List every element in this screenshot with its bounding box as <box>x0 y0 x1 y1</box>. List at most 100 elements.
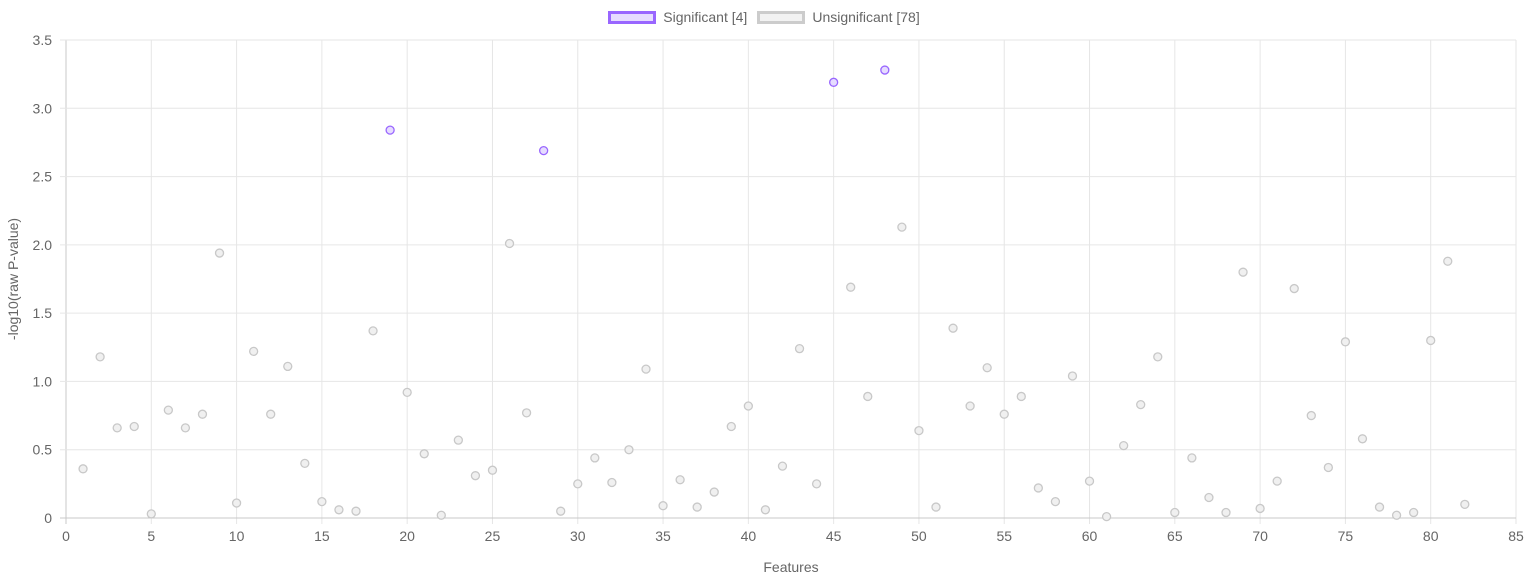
unsignificant-point[interactable] <box>846 282 856 292</box>
unsignificant-point[interactable] <box>351 506 361 516</box>
unsignificant-point[interactable] <box>1408 507 1419 518</box>
unsignificant-point[interactable] <box>914 425 924 436</box>
unsignificant-point[interactable] <box>607 477 617 488</box>
unsignificant-point[interactable] <box>863 391 873 402</box>
unsignificant-point[interactable] <box>1033 483 1044 493</box>
unsignificant-point[interactable] <box>283 361 293 372</box>
unsignificant-point[interactable] <box>1323 462 1334 473</box>
x-tick-label: 0 <box>62 528 70 544</box>
x-tick-label: 60 <box>1082 528 1098 544</box>
unsignificant-point[interactable] <box>999 409 1009 419</box>
unsignificant-point[interactable] <box>1238 267 1248 277</box>
unsignificant-point[interactable] <box>214 248 225 258</box>
unsignificant-point[interactable] <box>163 405 174 415</box>
unsignificant-point[interactable] <box>948 323 958 333</box>
unsignificant-point[interactable] <box>743 401 754 411</box>
unsignificant-point[interactable] <box>95 352 105 362</box>
unsignificant-point[interactable] <box>146 509 156 519</box>
unsignificant-point[interactable] <box>112 423 122 433</box>
unsignificant-point[interactable] <box>1101 511 1112 522</box>
unsignificant-point[interactable] <box>692 502 702 512</box>
unsignificant-point[interactable] <box>931 502 941 512</box>
unsignificant-point[interactable] <box>1187 453 1197 463</box>
unsignificant-point[interactable] <box>1153 352 1163 362</box>
unsignificant-point[interactable] <box>965 401 975 411</box>
unsignificant-point[interactable] <box>1340 337 1351 347</box>
unsignificant-point[interactable] <box>197 409 208 419</box>
unsignificant-point[interactable] <box>1136 399 1146 410</box>
legend-swatch-unsignificant <box>757 10 806 24</box>
unsignificant-point[interactable] <box>1460 499 1470 509</box>
unsignificant-point[interactable] <box>641 364 651 374</box>
x-tick-label: 20 <box>399 528 415 544</box>
unsignificant-point[interactable] <box>470 471 481 481</box>
x-tick-label: 10 <box>229 528 245 544</box>
x-tick-label: 40 <box>741 528 757 544</box>
unsignificant-point[interactable] <box>129 421 139 432</box>
unsignificant-point[interactable] <box>300 458 310 469</box>
unsignificant-point[interactable] <box>1016 391 1026 402</box>
unsignificant-point[interactable] <box>1084 476 1095 486</box>
x-tick-label: 15 <box>314 528 330 544</box>
unsignificant-point[interactable] <box>777 461 788 471</box>
unsignificant-point[interactable] <box>1443 256 1453 266</box>
unsignificant-point[interactable] <box>1306 410 1316 421</box>
unsignificant-point[interactable] <box>487 465 498 475</box>
unsignificant-point[interactable] <box>1221 507 1231 518</box>
x-tick-label: 45 <box>826 528 842 544</box>
unsignificant-point[interactable] <box>78 464 88 474</box>
unsignificant-point[interactable] <box>726 421 736 432</box>
unsignificant-point[interactable] <box>590 453 600 463</box>
unsignificant-point[interactable] <box>1050 496 1061 507</box>
unsignificant-point[interactable] <box>453 435 464 445</box>
unsignificant-point[interactable] <box>811 479 822 489</box>
unsignificant-point[interactable] <box>760 505 771 515</box>
x-tick-label: 75 <box>1338 528 1354 544</box>
y-tick-label: 3.5 <box>33 32 53 48</box>
unsignificant-point[interactable] <box>1204 492 1214 503</box>
unsignificant-point[interactable] <box>573 479 583 489</box>
unsignificant-point[interactable] <box>419 449 429 459</box>
unsignificant-point[interactable] <box>556 506 566 516</box>
unsignificant-point[interactable] <box>1391 510 1402 520</box>
y-tick-label: 0.5 <box>33 442 53 458</box>
unsignificant-point[interactable] <box>1374 502 1385 512</box>
unsignificant-point[interactable] <box>709 487 719 497</box>
unsignificant-point[interactable] <box>1426 335 1436 346</box>
unsignificant-point[interactable] <box>1067 371 1078 381</box>
unsignificant-point[interactable] <box>180 423 191 433</box>
unsignificant-point[interactable] <box>231 498 242 508</box>
unsignificant-point[interactable] <box>248 346 259 357</box>
legend-label-unsignificant: Unsignificant [78] <box>812 9 920 25</box>
unsignificant-point[interactable] <box>368 326 378 336</box>
unsignificant-point[interactable] <box>1289 283 1299 294</box>
significant-point[interactable] <box>880 65 890 75</box>
significant-point[interactable] <box>828 77 839 87</box>
y-axis-title: -log10(raw P-value) <box>5 218 21 340</box>
unsignificant-point[interactable] <box>266 409 276 419</box>
unsignificant-point[interactable] <box>521 408 532 418</box>
unsignificant-point[interactable] <box>436 510 446 520</box>
unsignificant-point[interactable] <box>658 501 668 511</box>
legend-item-significant[interactable]: Significant [4] <box>608 9 747 25</box>
unsignificant-point[interactable] <box>1255 503 1265 514</box>
unsignificant-point[interactable] <box>1118 440 1129 451</box>
unsignificant-point[interactable] <box>402 387 412 398</box>
unsignificant-point[interactable] <box>624 445 634 455</box>
x-tick-label: 30 <box>570 528 586 544</box>
unsignificant-point[interactable] <box>1272 476 1282 486</box>
unsignificant-point[interactable] <box>334 505 344 515</box>
unsignificant-point[interactable] <box>317 496 327 507</box>
significant-point[interactable] <box>385 125 395 135</box>
unsignificant-point[interactable] <box>1170 507 1180 518</box>
unsignificant-point[interactable] <box>794 344 805 354</box>
unsignificant-point[interactable] <box>675 475 685 485</box>
unsignificant-point[interactable] <box>504 238 515 249</box>
unsignificant-point[interactable] <box>897 222 907 232</box>
legend-item-unsignificant[interactable]: Unsignificant [78] <box>757 9 920 25</box>
significant-point[interactable] <box>538 145 549 156</box>
chart-legend: Significant [4] Unsignificant [78] <box>0 9 1528 25</box>
unsignificant-point[interactable] <box>982 363 992 373</box>
y-tick-label: 2.0 <box>33 237 53 253</box>
unsignificant-point[interactable] <box>1357 434 1368 444</box>
